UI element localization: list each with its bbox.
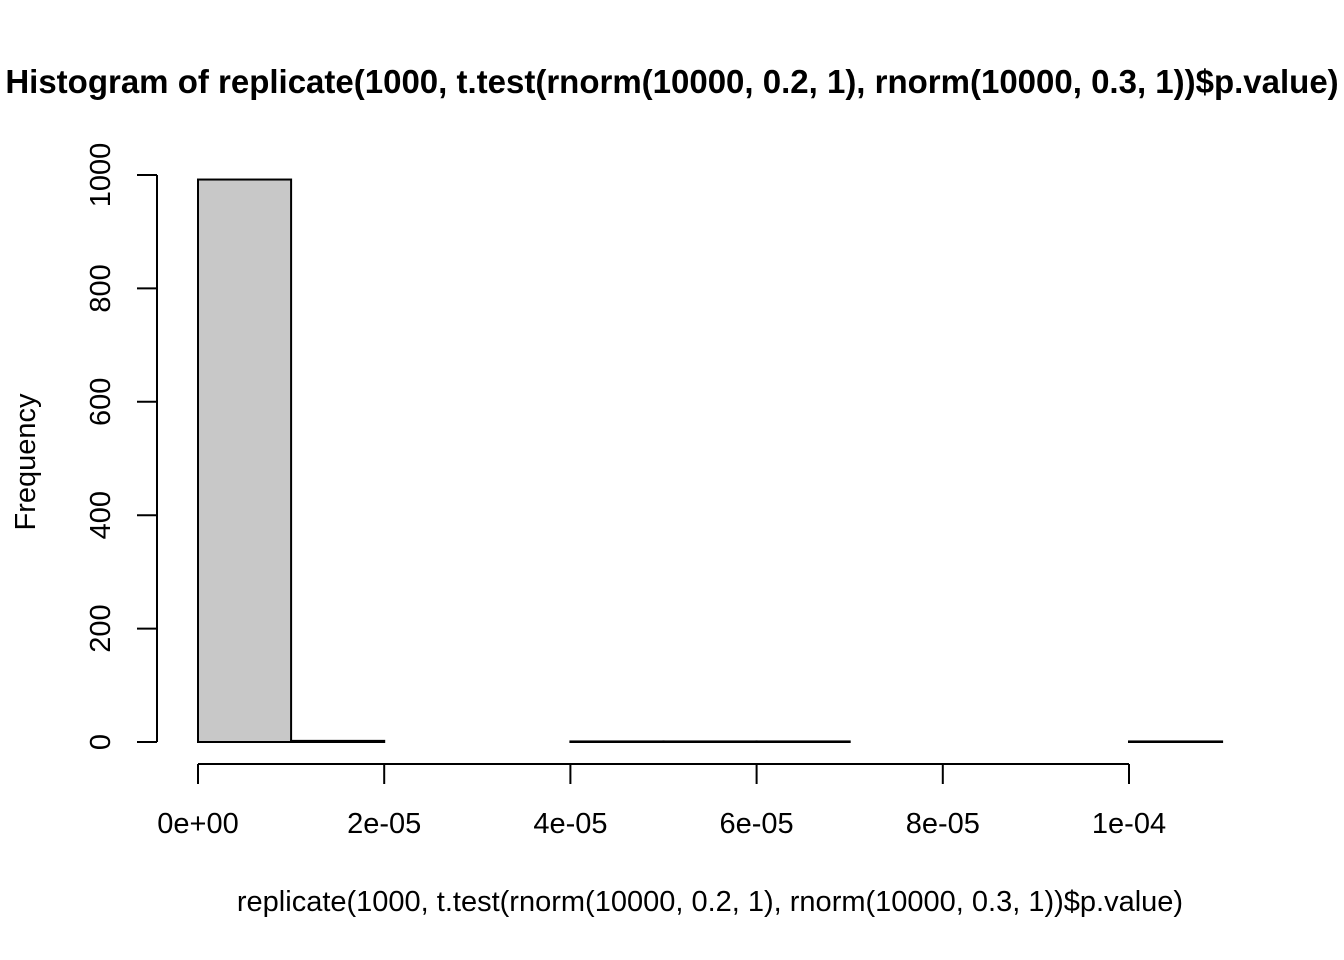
y-axis-label: Frequency bbox=[10, 393, 42, 531]
y-tick-label: 600 bbox=[85, 378, 117, 426]
x-tick-label: 6e-05 bbox=[720, 808, 794, 840]
histogram-bar bbox=[197, 178, 293, 743]
x-tick-label: 4e-05 bbox=[533, 808, 607, 840]
histogram-bar bbox=[1128, 740, 1224, 743]
histogram-bars bbox=[197, 178, 1224, 744]
histogram-bar bbox=[569, 740, 665, 743]
x-axis: 0e+00 2e-05 4e-05 6e-05 8e-05 1e-04 bbox=[157, 763, 1166, 840]
x-tick-label: 0e+00 bbox=[157, 808, 238, 840]
y-tick-label: 0 bbox=[85, 734, 117, 750]
y-tick-label: 200 bbox=[85, 604, 117, 652]
histogram-bar bbox=[290, 739, 386, 744]
chart-title: Histogram of replicate(1000, t.test(rnor… bbox=[5, 63, 1338, 100]
y-tick-label: 400 bbox=[85, 491, 117, 539]
y-axis: 0 200 400 600 800 1000 bbox=[85, 143, 158, 750]
y-tick-label: 800 bbox=[85, 264, 117, 312]
x-tick-label: 1e-04 bbox=[1092, 808, 1166, 840]
y-tick-label: 1000 bbox=[85, 143, 117, 208]
x-tick-label: 8e-05 bbox=[906, 808, 980, 840]
histogram-bar bbox=[755, 740, 851, 743]
x-axis-label: replicate(1000, t.test(rnorm(10000, 0.2,… bbox=[237, 886, 1183, 918]
x-tick-label: 2e-05 bbox=[347, 808, 421, 840]
histogram-bar bbox=[662, 740, 758, 743]
